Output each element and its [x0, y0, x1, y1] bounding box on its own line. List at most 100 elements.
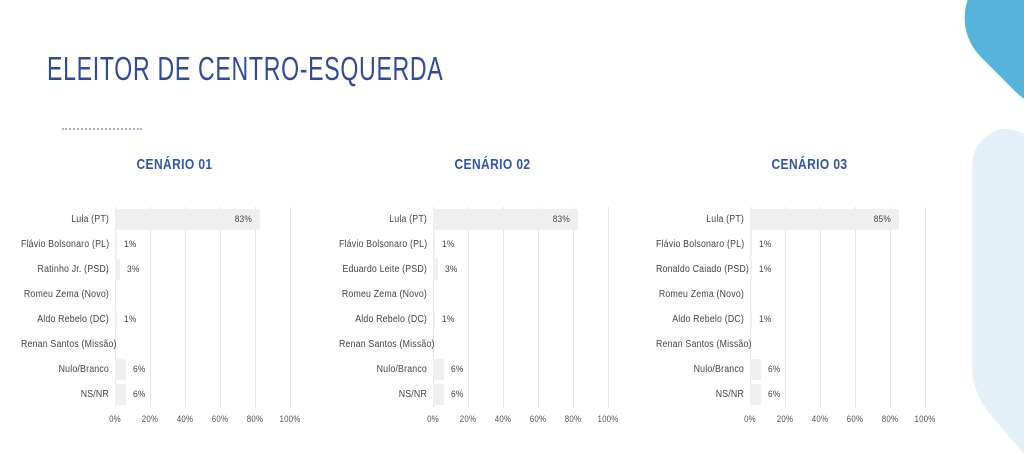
value-label: 1% [758, 314, 772, 325]
bar-track: 85% [750, 207, 925, 232]
bar-row: Lula (PT) 83% [9, 207, 290, 232]
bar [750, 259, 752, 280]
axis-tick-label: 0% [427, 414, 439, 424]
axis-tick-label: 60% [846, 414, 864, 424]
bar [750, 234, 752, 255]
title-separator [62, 128, 142, 130]
category-label: Flávio Bolsonaro (PL) [21, 239, 110, 250]
gridline [750, 207, 751, 407]
bar-track: 6% [433, 357, 608, 382]
category-label: Nulo/Branco [376, 364, 427, 375]
value-label: 1% [758, 239, 772, 250]
gridline [925, 207, 926, 407]
bar-track: 83% [115, 207, 290, 232]
axis-tick-label: 80% [564, 414, 582, 424]
bar-track [433, 282, 608, 307]
bar-track [115, 332, 290, 357]
category-label: Flávio Bolsonaro (PL) [339, 239, 428, 250]
bar-row: Romeu Zema (Novo) [644, 282, 925, 307]
bar [115, 234, 117, 255]
bar [115, 359, 126, 380]
bar-track [750, 282, 925, 307]
category-label: Aldo Rebelo (DC) [672, 314, 744, 325]
value-label: 1% [123, 239, 137, 250]
bar-row: Romeu Zema (Novo) [327, 282, 608, 307]
bar-row: NS/NR 6% [9, 382, 290, 407]
decorative-blob-right [972, 128, 1024, 454]
bar-row: Ronaldo Caiado (PSD) 1% [644, 257, 925, 282]
value-label: 6% [450, 364, 463, 375]
category-label: Nulo/Branco [58, 364, 109, 375]
bar-row: Flávio Bolsonaro (PL) 1% [644, 232, 925, 257]
axis-tick-label: 20% [459, 414, 477, 424]
bar-row: Flávio Bolsonaro (PL) 1% [327, 232, 608, 257]
bar-row: NS/NR 6% [327, 382, 608, 407]
bar-row: Lula (PT) 83% [327, 207, 608, 232]
chart-title: CENÁRIO 01 [136, 156, 213, 173]
axis-tick-label: 100% [914, 414, 936, 424]
plot-grid [750, 207, 926, 407]
bar [750, 384, 761, 405]
bar-track: 3% [433, 257, 608, 282]
axis-tick-label: 20% [776, 414, 794, 424]
value-label: 1% [441, 239, 455, 250]
value-label: 3% [445, 264, 458, 275]
gridline [608, 207, 609, 407]
bar-track: 6% [750, 382, 925, 407]
category-label: Lula (PT) [389, 214, 427, 225]
category-label: Ratinho Jr. (PSD) [37, 264, 109, 275]
x-axis: 0% 20% 40% 60% 80% 100% [427, 413, 618, 425]
bar [433, 359, 444, 380]
value-label: 6% [450, 389, 463, 400]
category-label: NS/NR [398, 389, 427, 400]
bar [115, 209, 261, 230]
category-label: Aldo Rebelo (DC) [37, 314, 109, 325]
bar-row: Renan Santos (Missão) [327, 332, 608, 357]
category-label: NS/NR [715, 389, 744, 400]
category-label: Lula (PT) [71, 214, 109, 225]
axis-tick-label: 60% [529, 414, 547, 424]
category-label: Aldo Rebelo (DC) [355, 314, 427, 325]
plot-grid [433, 207, 609, 407]
category-label: Renan Santos (Missão) [21, 339, 117, 350]
bar-rows: Lula (PT) 83% Flávio Bolsonaro (PL) 1% Eduar… [327, 207, 608, 407]
axis-tick-label: 60% [211, 414, 229, 424]
decorative-blob-top-right [941, 0, 1024, 132]
axis-tick-label: 80% [881, 414, 899, 424]
gridline [220, 207, 221, 407]
bar-row: Flávio Bolsonaro (PL) 1% [9, 232, 290, 257]
category-label: Eduardo Leite (PSD) [342, 264, 427, 275]
bar-row: Nulo/Branco 6% [9, 357, 290, 382]
axis-tick-label: 20% [141, 414, 159, 424]
bar-row: Aldo Rebelo (DC) 1% [9, 307, 290, 332]
bar-rows: Lula (PT) 85% Flávio Bolsonaro (PL) 1% Ronal… [644, 207, 925, 407]
axis-tick-label: 40% [811, 414, 829, 424]
bar-track: 83% [433, 207, 608, 232]
gridline [890, 207, 891, 407]
bar-track: 1% [433, 307, 608, 332]
gridline [290, 207, 291, 407]
bar [433, 234, 435, 255]
category-label: Romeu Zema (Novo) [23, 289, 109, 300]
chart-title: CENÁRIO 02 [454, 156, 531, 173]
category-label: Flávio Bolsonaro (PL) [656, 239, 745, 250]
bar-track: 1% [750, 257, 925, 282]
bar-row: NS/NR 6% [644, 382, 925, 407]
value-label: 6% [132, 389, 145, 400]
value-label: 1% [441, 314, 455, 325]
bar-track: 1% [750, 232, 925, 257]
gridline [468, 207, 469, 407]
bar-rows: Lula (PT) 83% Flávio Bolsonaro (PL) 1% Ratin… [9, 207, 290, 407]
bar [433, 209, 579, 230]
bar-row: Romeu Zema (Novo) [9, 282, 290, 307]
axis-tick-label: 40% [494, 414, 512, 424]
bar [433, 384, 444, 405]
bar-track: 6% [115, 382, 290, 407]
gridline [573, 207, 574, 407]
value-label: 1% [123, 314, 137, 325]
axis-tick-label: 40% [176, 414, 194, 424]
bar [115, 259, 121, 280]
page-title: ELEITOR DE CENTRO-ESQUERDA [47, 50, 444, 87]
bar-track: 3% [115, 257, 290, 282]
x-axis: 0% 20% 40% 60% 80% 100% [744, 413, 935, 425]
